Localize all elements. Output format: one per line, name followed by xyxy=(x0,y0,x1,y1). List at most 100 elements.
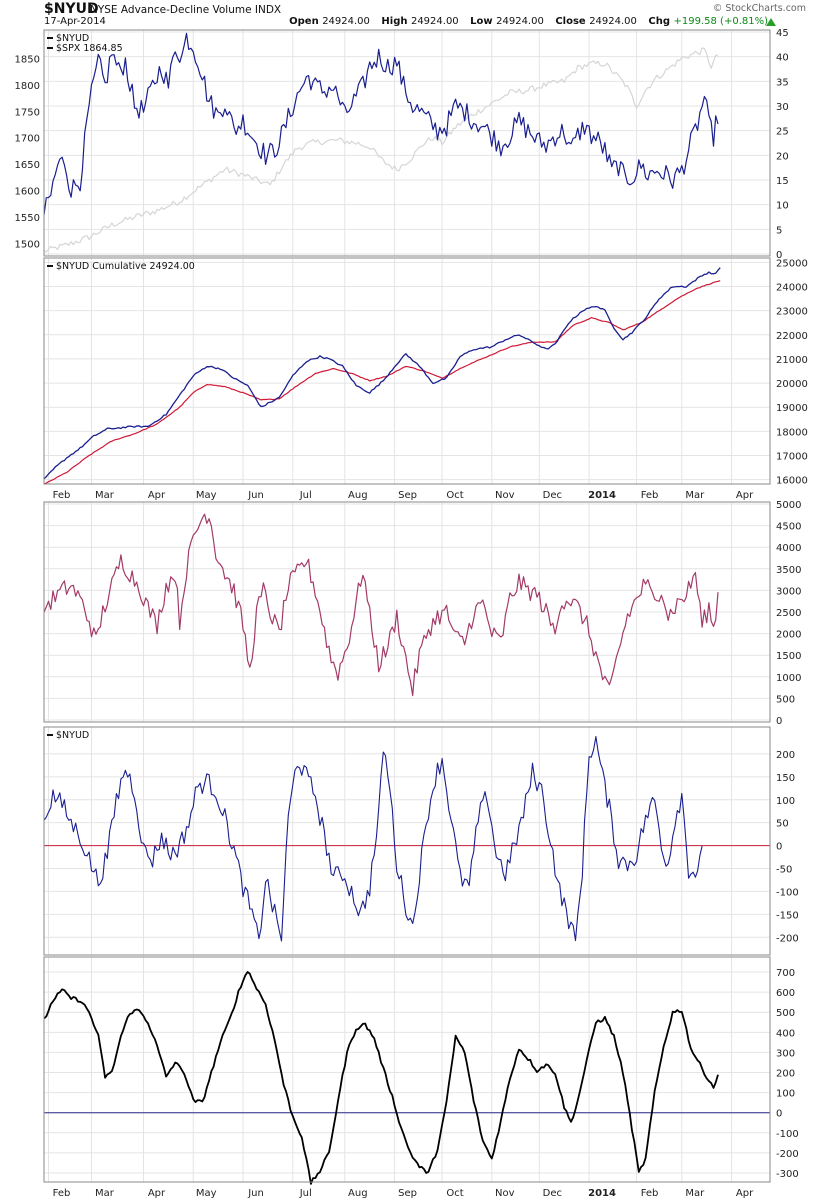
x-tick-label: Feb xyxy=(641,1188,659,1199)
y-tick-label: 17000 xyxy=(776,451,808,462)
y-tick-left-label: 1700 xyxy=(15,134,40,145)
y-tick-label: 2000 xyxy=(776,630,801,641)
y-tick-left-label: 1800 xyxy=(15,81,40,92)
open-label: Open xyxy=(289,16,319,27)
x-tick-label: Mar xyxy=(95,1188,115,1199)
legend-label: $NYUD Cumulative 24924.00 xyxy=(56,261,195,272)
y-tick-label: 100 xyxy=(776,796,795,807)
y-tick-label: 0 xyxy=(776,716,782,727)
x-tick-label: Oct xyxy=(446,490,463,501)
ma-series-line xyxy=(43,280,721,485)
indicator5-series-line xyxy=(43,971,719,1185)
y-tick-left-label: 1500 xyxy=(15,239,40,250)
y-tick-left-label: 1550 xyxy=(15,213,40,224)
indicator5-panel-frame xyxy=(43,956,771,1183)
x-tick-label: Apr xyxy=(148,1188,166,1199)
x-tick-label: Jun xyxy=(247,490,264,501)
price-panel-frame xyxy=(43,29,771,257)
x-tick-label: Jul xyxy=(299,1188,312,1199)
close-label: Close xyxy=(555,16,586,27)
x-tick-label: Nov xyxy=(495,1188,515,1199)
high-label: High xyxy=(381,16,408,27)
y-tick-label: 500 xyxy=(776,1008,795,1019)
y-tick-right-label: 15 xyxy=(776,176,789,187)
x-tick-label: Sep xyxy=(398,1188,417,1199)
ohlc-readout: Open 24924.00 High 24924.00 Low 24924.00… xyxy=(289,16,768,27)
x-tick-label: 2014 xyxy=(588,490,616,501)
x-tick-label: May xyxy=(196,490,217,501)
y-tick-left-label: 1850 xyxy=(15,54,40,65)
y-tick-right-label: 10 xyxy=(776,201,789,212)
y-tick-label: -200 xyxy=(776,1149,799,1160)
y-tick-label: 1500 xyxy=(776,651,801,662)
y-tick-label: 500 xyxy=(776,694,795,705)
x-tick-label: Dec xyxy=(543,1188,562,1199)
legend-label: $SPX 1864.85 xyxy=(56,43,123,54)
y-tick-right-label: 40 xyxy=(776,53,789,64)
y-tick-label: 400 xyxy=(776,1028,795,1039)
x-tick-label: Mar xyxy=(685,490,705,501)
y-tick-label: 3000 xyxy=(776,586,801,597)
y-tick-label: 200 xyxy=(776,1069,795,1080)
y-tick-label: 25000 xyxy=(776,258,808,269)
y-tick-label: 21000 xyxy=(776,355,808,366)
spx-series-line xyxy=(43,47,719,253)
y-tick-label: -300 xyxy=(776,1169,799,1180)
y-tick-label: -150 xyxy=(776,910,799,921)
x-tick-label: Feb xyxy=(641,490,659,501)
indicator4-panel-frame xyxy=(43,726,771,956)
x-tick-label: Apr xyxy=(736,1188,754,1199)
cumulative-series-line xyxy=(43,267,721,480)
y-tick-left-label: 1600 xyxy=(15,187,40,198)
low-label: Low xyxy=(470,16,493,27)
y-tick-label: 24000 xyxy=(776,283,808,294)
y-tick-label: 5000 xyxy=(776,500,801,511)
y-tick-label: 2500 xyxy=(776,608,801,619)
high-value: 24924.00 xyxy=(410,16,459,27)
y-tick-label: 0 xyxy=(776,842,782,853)
open-value: 24924.00 xyxy=(322,16,370,27)
x-tick-label: Feb xyxy=(53,1188,71,1199)
y-tick-label: -100 xyxy=(776,1129,799,1140)
y-tick-label: 4000 xyxy=(776,543,801,554)
y-tick-right-label: 0 xyxy=(776,250,782,261)
brand-label: © StockCharts.com xyxy=(712,3,806,14)
x-tick-label: 2014 xyxy=(588,1188,616,1199)
y-tick-label: 22000 xyxy=(776,331,808,342)
x-tick-label: Apr xyxy=(736,490,754,501)
y-tick-right-label: 30 xyxy=(776,102,789,113)
chg-label: Chg xyxy=(648,16,671,27)
close-value: 24924.00 xyxy=(589,16,637,27)
chart-header: $NYUD NYSE Advance-Decline Volume INDX 1… xyxy=(0,0,820,30)
x-tick-label: Apr xyxy=(148,490,166,501)
y-tick-left-label: 1750 xyxy=(15,107,40,118)
y-tick-label: 23000 xyxy=(776,307,808,318)
x-tick-label: Dec xyxy=(543,490,562,501)
legend-label: $NYUD xyxy=(56,730,89,741)
x-tick-label: Oct xyxy=(446,1188,463,1199)
nyud-series-line xyxy=(43,32,719,216)
y-tick-label: 100 xyxy=(776,1089,795,1100)
low-value: 24924.00 xyxy=(496,16,544,27)
y-tick-label: -100 xyxy=(776,887,799,898)
indicator3-panel-frame xyxy=(43,501,771,723)
description-label: NYSE Advance-Decline Volume INDX xyxy=(90,4,282,16)
y-tick-right-label: 5 xyxy=(776,225,782,236)
date-label: 17-Apr-2014 xyxy=(44,16,106,27)
x-tick-label: Jun xyxy=(247,1188,264,1199)
y-tick-label: 18000 xyxy=(776,427,808,438)
legend-label: $NYUD xyxy=(56,33,89,44)
x-tick-label: Aug xyxy=(348,1188,368,1199)
x-tick-label: Mar xyxy=(95,490,115,501)
y-tick-label: 700 xyxy=(776,968,795,979)
y-tick-label: 16000 xyxy=(776,476,808,487)
y-tick-label: -50 xyxy=(776,865,792,876)
y-tick-label: 20000 xyxy=(776,379,808,390)
y-tick-label: 50 xyxy=(776,819,789,830)
x-tick-label: Aug xyxy=(348,490,368,501)
indicator3-series-line xyxy=(43,513,719,697)
indicator4-series-line xyxy=(43,736,703,942)
y-tick-label: 3500 xyxy=(776,565,801,576)
symbol-label: $NYUD xyxy=(44,1,99,17)
